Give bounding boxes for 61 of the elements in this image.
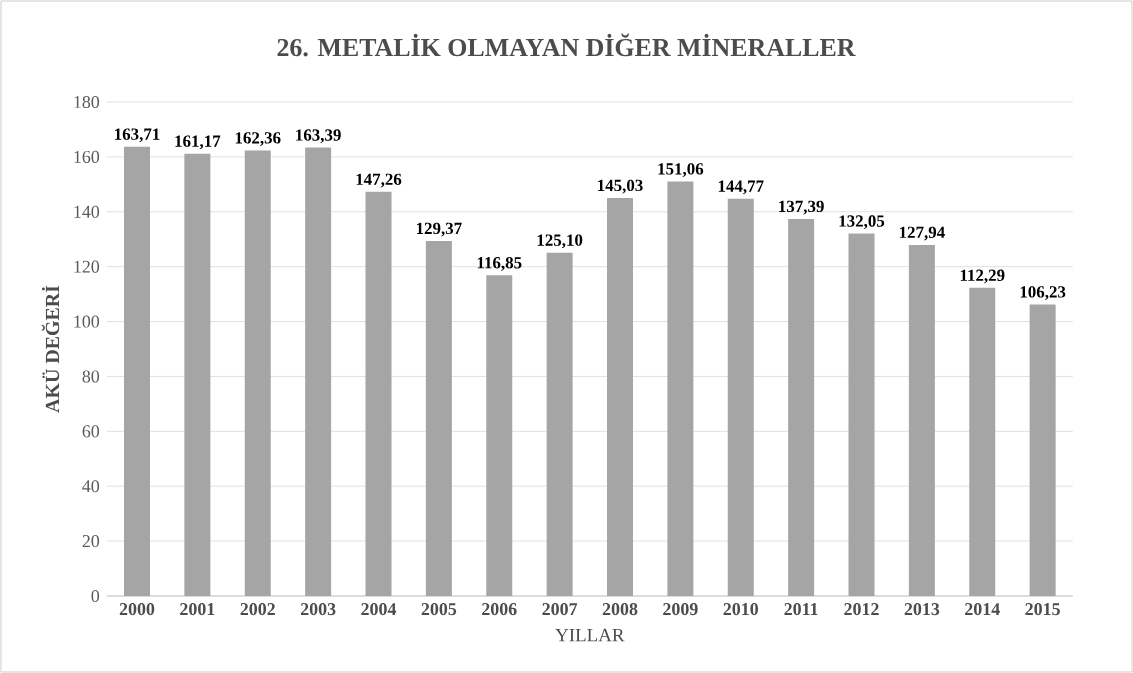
x-tick-label: 2009 xyxy=(663,603,698,616)
bar xyxy=(486,275,513,596)
bar xyxy=(546,252,573,596)
y-tick-label: 40 xyxy=(82,480,100,493)
data-label: 163,71 xyxy=(115,128,160,143)
y-tick-label: 120 xyxy=(74,260,100,273)
x-tick-label: 2007 xyxy=(542,603,578,616)
bar xyxy=(425,240,452,596)
x-tick-label: 2004 xyxy=(361,603,397,616)
data-label: 106,23 xyxy=(1020,286,1066,301)
x-tick-label: 2010 xyxy=(723,603,758,616)
y-tick-label: 60 xyxy=(82,425,100,438)
x-tick-label: 2013 xyxy=(904,603,940,616)
data-label: 129,37 xyxy=(416,222,462,237)
bar xyxy=(244,150,271,596)
x-tick-label: 2008 xyxy=(602,603,638,616)
y-tick-label: 20 xyxy=(82,535,100,548)
bar xyxy=(788,218,815,596)
data-label: 116,85 xyxy=(477,257,522,271)
bar xyxy=(124,146,150,596)
data-label: 162,36 xyxy=(235,132,281,147)
data-label: 137,39 xyxy=(779,200,824,215)
data-label: 132,05 xyxy=(839,215,885,230)
y-tick-label: 160 xyxy=(74,150,100,163)
x-tick-label: 2005 xyxy=(421,603,457,616)
data-label: 151,06 xyxy=(658,163,704,178)
bar xyxy=(1029,304,1056,596)
x-tick-label: 2000 xyxy=(119,603,155,616)
bar xyxy=(727,198,754,596)
data-label: 145,03 xyxy=(598,179,643,194)
bar xyxy=(667,181,694,596)
x-tick-label: 2011 xyxy=(784,603,818,616)
y-tick-label: 80 xyxy=(82,370,100,383)
bar xyxy=(607,197,634,596)
data-label: 125,10 xyxy=(537,234,583,249)
data-label: 163,39 xyxy=(296,129,341,144)
bar xyxy=(305,147,332,596)
x-tick-label: 2006 xyxy=(482,603,517,616)
y-tick-label: 180 xyxy=(74,95,100,109)
y-tick-label: 140 xyxy=(74,205,100,218)
bar xyxy=(365,191,392,596)
data-label: 161,17 xyxy=(175,135,221,150)
data-label: 112,29 xyxy=(960,269,1005,284)
x-tick-label: 2001 xyxy=(180,603,215,616)
bar xyxy=(184,153,211,596)
bar xyxy=(908,244,935,596)
y-tick-label: 0 xyxy=(91,589,100,603)
y-axis-title: AKÜ DEĞERİ xyxy=(41,285,60,413)
x-tick-label: 2002 xyxy=(240,603,275,616)
bar xyxy=(848,233,875,596)
x-tick-label: 2014 xyxy=(965,603,1000,616)
x-tick-label: 2012 xyxy=(844,603,879,616)
x-tick-label: 2003 xyxy=(300,603,336,616)
data-label: 127,94 xyxy=(899,226,945,241)
data-label: 144,77 xyxy=(718,180,764,195)
x-axis-title: YILLAR xyxy=(555,628,625,642)
bar xyxy=(969,287,996,596)
chart-title: 26. METALİK OLMAYAN DİĞER MİNERALLER xyxy=(277,33,856,57)
data-label: 147,26 xyxy=(356,173,402,188)
x-tick-label: 2015 xyxy=(1025,603,1060,616)
y-tick-label: 100 xyxy=(74,315,100,328)
